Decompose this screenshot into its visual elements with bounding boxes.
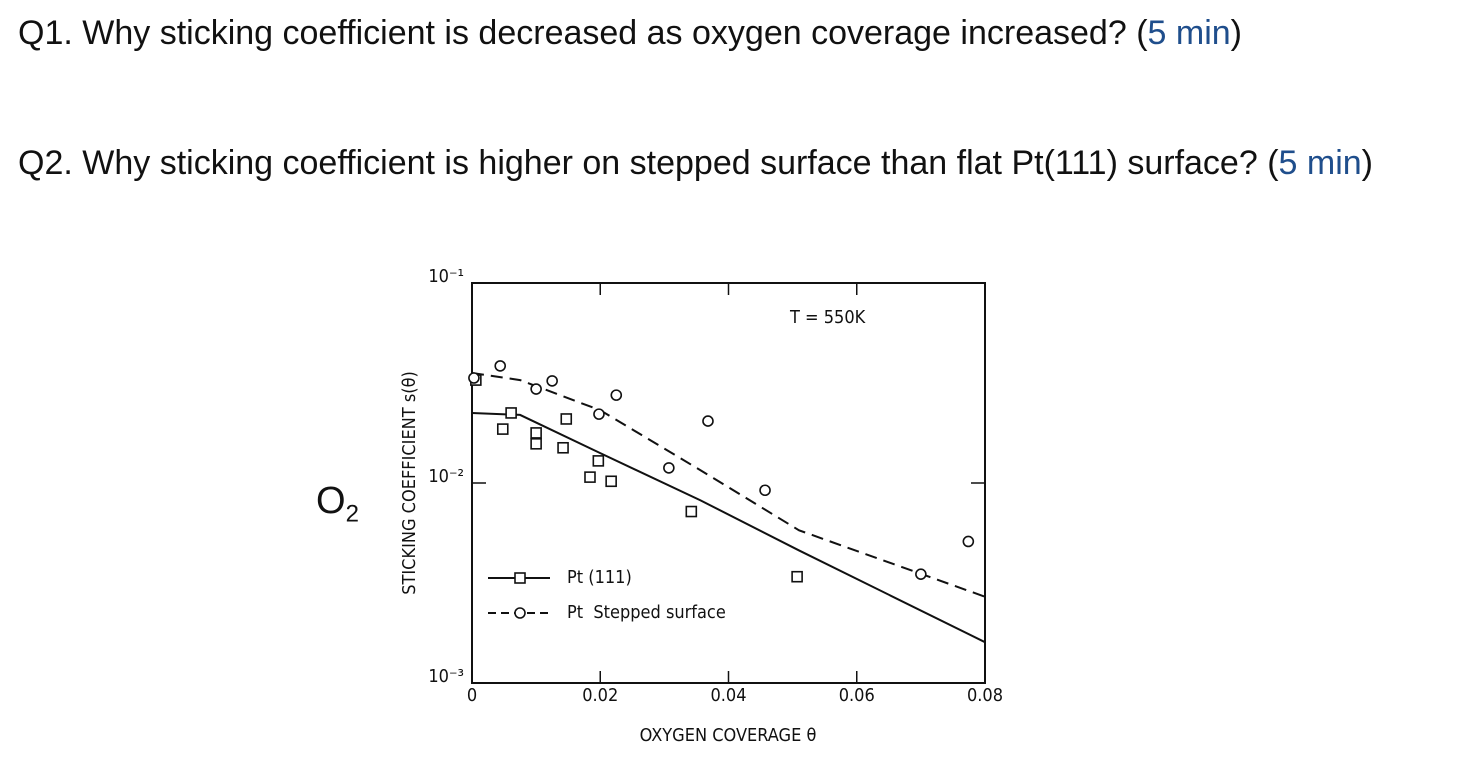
point (605, 475, 617, 488)
y-tick-label: 10⁻¹ (428, 266, 464, 287)
question-text: Q2. Why sticking coefficient is higher o… (18, 144, 1268, 182)
point (494, 360, 507, 372)
point (546, 375, 558, 387)
question: Q1. Why sticking coefficient is decrease… (18, 14, 1242, 53)
point (915, 568, 927, 580)
x-tick-label: 0.04 (710, 685, 746, 706)
question-text: ) (1230, 14, 1242, 52)
question-text: 5 min (1147, 14, 1231, 52)
question-text: ) (1361, 144, 1373, 182)
point (560, 413, 573, 425)
point (584, 471, 596, 483)
legend-label: Pt Stepped surface (567, 602, 726, 623)
legend-marker (514, 572, 526, 584)
point (663, 462, 675, 474)
question-text: 5 min (1278, 144, 1362, 182)
y-tick-label: 10⁻³ (428, 666, 464, 687)
point (791, 570, 803, 583)
species: O (316, 480, 346, 522)
question-text: ( (1267, 144, 1279, 182)
point (557, 441, 569, 454)
question-text: Q1. Why sticking coefficient is decrease… (18, 14, 1137, 52)
plot-frame (471, 282, 986, 684)
point (759, 484, 771, 497)
point (685, 505, 698, 518)
point (702, 415, 714, 427)
point (962, 535, 975, 548)
point (505, 407, 517, 419)
question-text: ( (1136, 14, 1148, 52)
y-tick-label: 10⁻² (428, 466, 464, 487)
x-tick-label: 0.02 (582, 685, 618, 706)
fit-line (471, 371, 986, 598)
subscript: 2 (345, 500, 359, 528)
x-tick-label: 0 (467, 685, 477, 706)
point (610, 389, 623, 401)
point (592, 455, 605, 467)
point (468, 372, 480, 384)
point (530, 438, 542, 450)
point (593, 408, 605, 420)
y-axis-label: STICKING COEFFICIENT s(θ) (399, 371, 420, 595)
point (530, 427, 542, 439)
x-tick-label: 0.06 (839, 685, 875, 706)
question: Q2. Why sticking coefficient is higher o… (18, 144, 1373, 183)
x-axis-label: OXYGEN COVERAGE θ (640, 725, 817, 746)
point (496, 423, 509, 435)
point (530, 383, 542, 395)
x-tick-label: 0.08 (967, 685, 1003, 706)
fit-line (471, 411, 986, 644)
species-label: O2 (316, 480, 359, 529)
annotation: T = 550K (789, 307, 866, 328)
legend-label: Pt (111) (567, 567, 632, 588)
legend-marker (514, 607, 526, 619)
